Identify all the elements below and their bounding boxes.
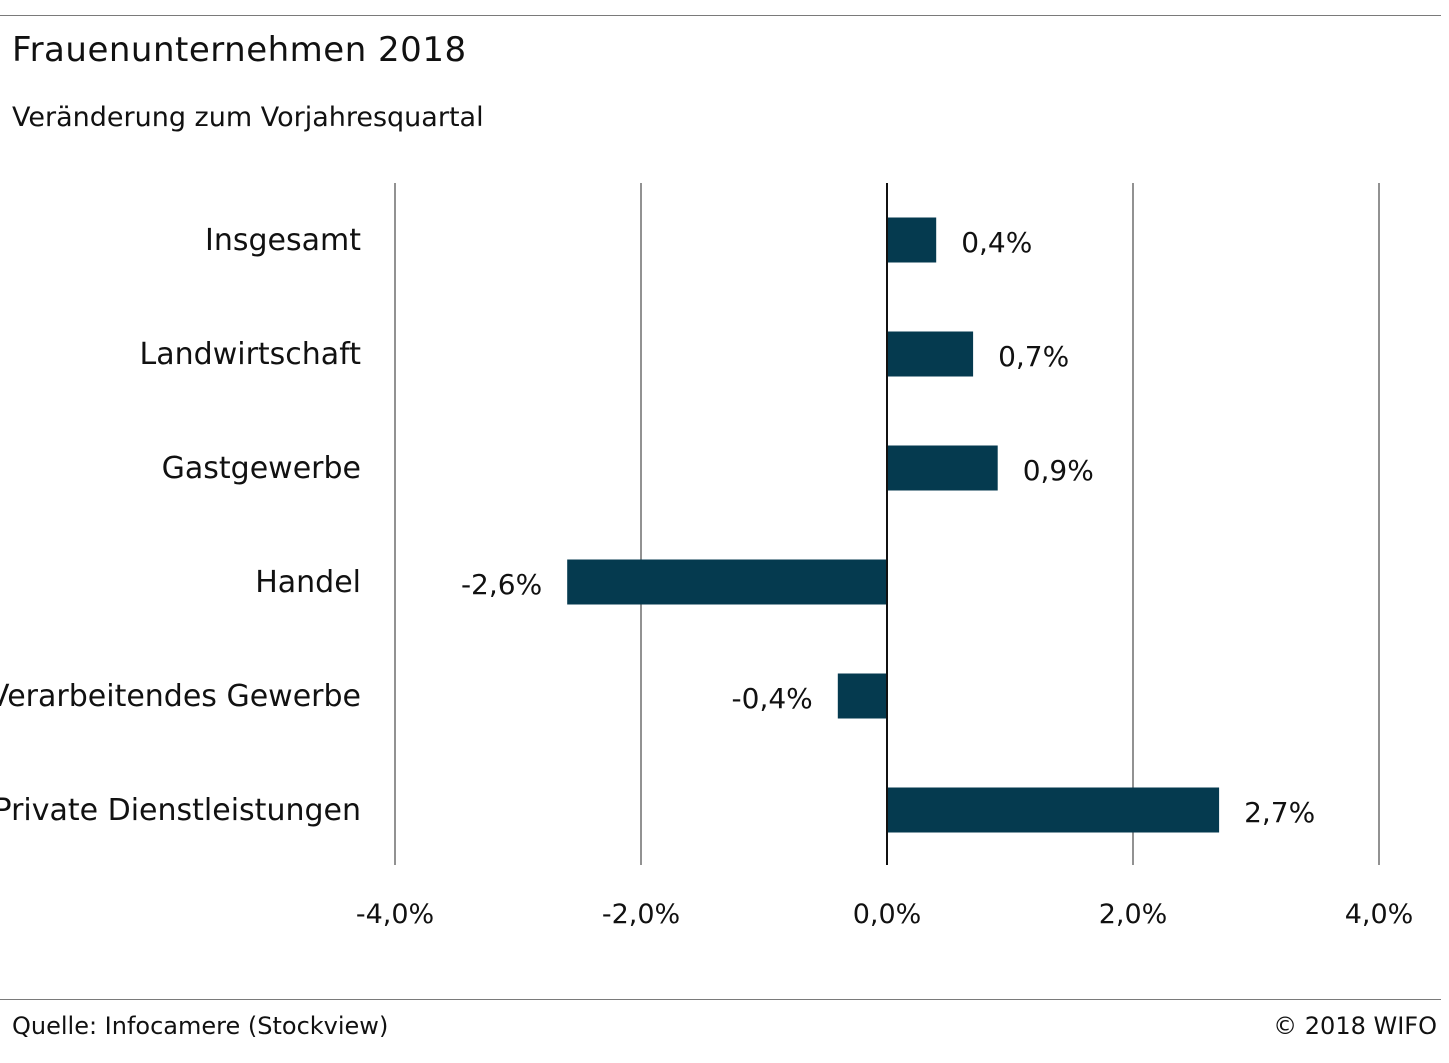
x-tick-label: 2,0% (1099, 899, 1168, 930)
value-label: -2,6% (461, 568, 542, 601)
value-label: 0,9% (1023, 454, 1094, 487)
value-label: 2,7% (1244, 796, 1315, 829)
chart-title: Frauenunternehmen 2018 (12, 30, 467, 70)
bar (887, 331, 974, 377)
grid-lines (394, 183, 1380, 865)
x-tick-label: 4,0% (1345, 899, 1414, 930)
labels: -4,0% -2,0% 0,0% 2,0% 4,0% Insgesamt 0,4% Landw… (0, 223, 1413, 930)
x-tick-label: -2,0% (602, 899, 680, 930)
value-label: 0,7% (998, 340, 1069, 373)
bars (567, 217, 1220, 833)
category-label: Verarbeitendes Gewerbe (0, 679, 361, 714)
category-label: Private Dienstleistungen (0, 793, 361, 828)
bar (837, 673, 887, 719)
copyright-note: © 2018 WIFO (1273, 1012, 1437, 1040)
x-tick-label: 0,0% (853, 899, 922, 930)
category-label: Insgesamt (205, 223, 361, 258)
chart-subtitle: Veränderung zum Vorjahresquartal (12, 102, 484, 133)
value-label: 0,4% (961, 226, 1032, 259)
top-rule (0, 15, 1441, 16)
bottom-rule (0, 999, 1441, 1000)
bar-chart: -4,0% -2,0% 0,0% 2,0% 4,0% Insgesamt 0,4% Landw… (0, 183, 1413, 930)
x-tick-label: -4,0% (356, 899, 434, 930)
category-label: Landwirtschaft (140, 337, 362, 372)
category-label: Handel (255, 565, 361, 600)
bar (887, 445, 998, 491)
source-note: Quelle: Infocamere (Stockview) (12, 1012, 389, 1040)
category-label: Gastgewerbe (162, 451, 361, 486)
value-label: -0,4% (732, 682, 813, 715)
bar (887, 217, 937, 263)
bar (887, 787, 1220, 833)
bar (567, 559, 887, 605)
